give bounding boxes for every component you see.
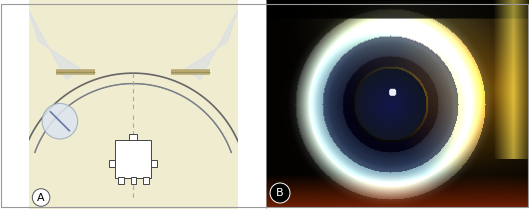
Circle shape	[32, 189, 50, 206]
Circle shape	[42, 103, 78, 139]
Text: A: A	[37, 192, 45, 203]
Bar	[131, 177, 136, 184]
Text: B: B	[276, 188, 284, 198]
Bar	[129, 134, 137, 140]
Bar	[151, 160, 157, 167]
Polygon shape	[185, 10, 238, 79]
Polygon shape	[29, 10, 81, 79]
Bar	[118, 177, 124, 184]
Bar	[115, 140, 151, 178]
Bar	[110, 160, 115, 167]
Circle shape	[270, 183, 290, 203]
Bar	[143, 177, 149, 184]
